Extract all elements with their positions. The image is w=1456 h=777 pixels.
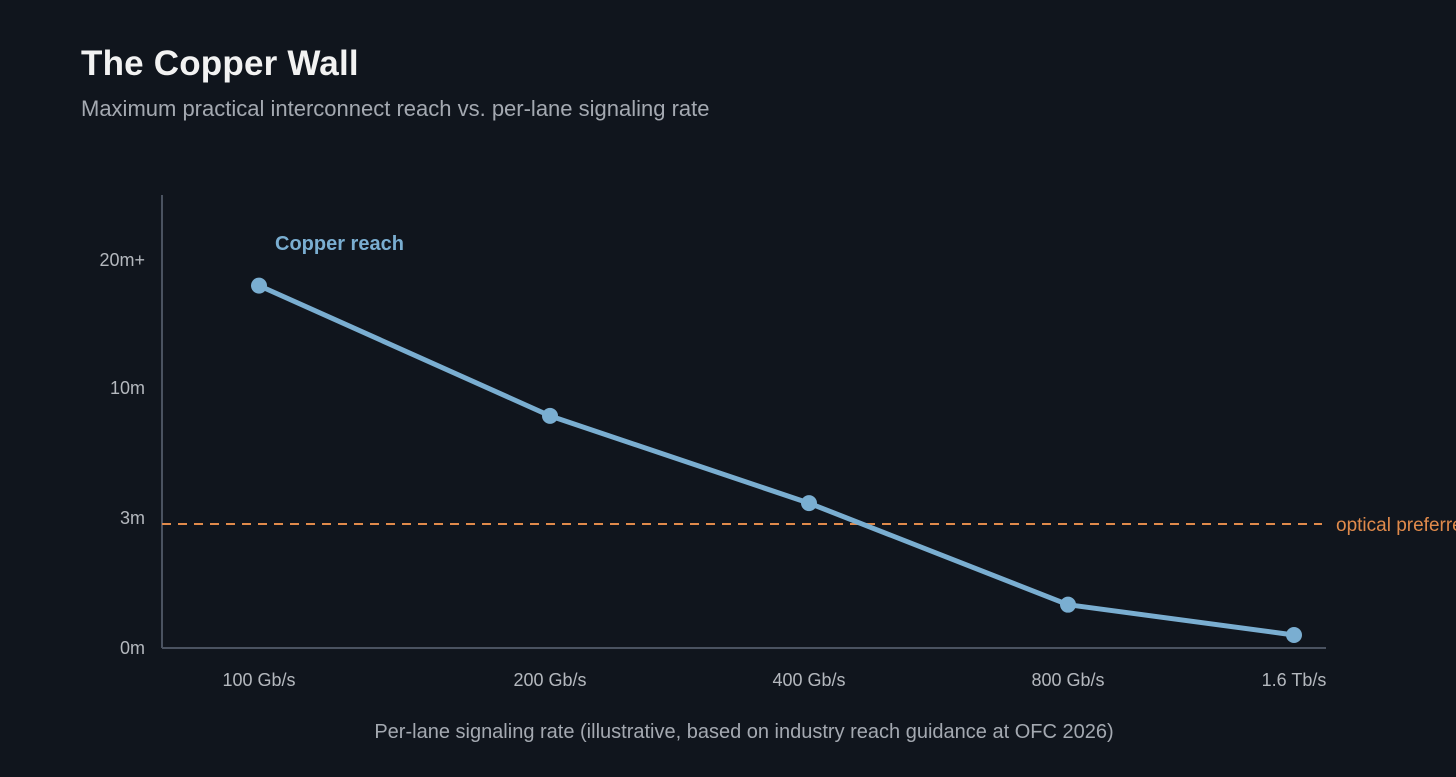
- x-axis-title: Per-lane signaling rate (illustrative, b…: [374, 721, 1113, 743]
- x-tick-label: 200 Gb/s: [513, 670, 586, 690]
- y-tick-labels: 0m 3m 10m 20m+: [99, 250, 145, 658]
- x-tick-label: 1.6 Tb/s: [1262, 670, 1327, 690]
- y-tick-label: 10m: [110, 378, 145, 398]
- series-label-copper-reach: Copper reach: [275, 233, 404, 255]
- data-point: [251, 277, 267, 294]
- y-tick-label: 0m: [120, 638, 145, 658]
- x-tick-label: 800 Gb/s: [1031, 670, 1104, 690]
- data-point: [542, 407, 558, 424]
- series-points: [251, 277, 1302, 643]
- data-point: [1286, 627, 1302, 643]
- data-point: [801, 495, 817, 512]
- x-tick-label: 400 Gb/s: [772, 670, 845, 690]
- y-tick-label: 20m+: [99, 250, 145, 270]
- y-tick-label: 3m: [120, 508, 145, 528]
- x-tick-labels: 100 Gb/s 200 Gb/s 400 Gb/s 800 Gb/s 1.6 Tb/s: [222, 670, 1326, 690]
- data-point: [1060, 596, 1076, 613]
- chart-subtitle: Maximum practical interconnect reach vs.…: [81, 96, 710, 121]
- series-line-copper-reach: [256, 283, 1297, 638]
- chart-title: The Copper Wall: [81, 44, 359, 83]
- x-tick-label: 100 Gb/s: [222, 670, 295, 690]
- reference-line-label: optical preferred: [1336, 515, 1456, 536]
